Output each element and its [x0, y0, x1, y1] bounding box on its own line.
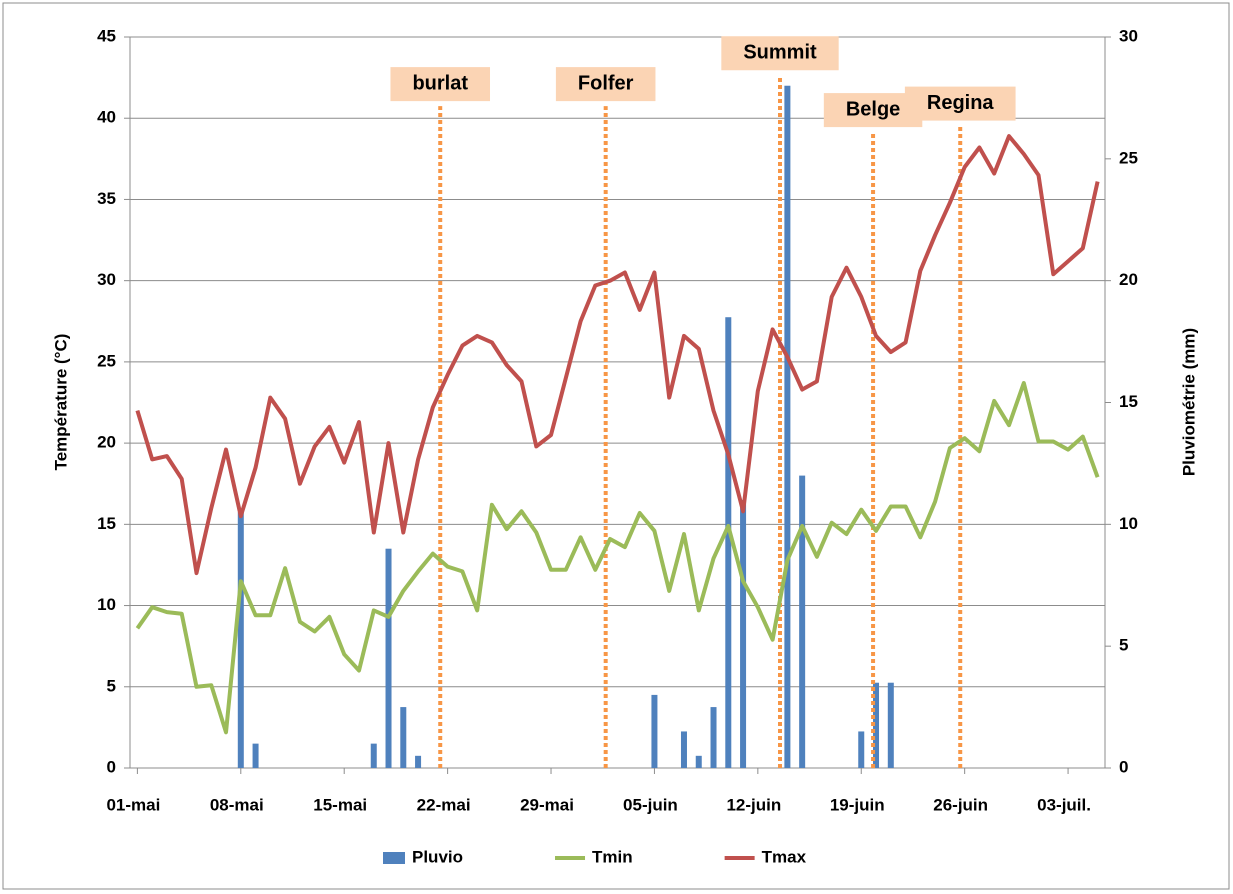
x-tick-label: 26-juin — [933, 795, 988, 814]
bar — [370, 743, 377, 768]
bar — [725, 317, 732, 768]
bar — [740, 499, 747, 768]
bar — [237, 512, 244, 768]
bar — [784, 85, 791, 768]
annotation-box — [721, 36, 839, 71]
bar — [710, 707, 717, 768]
bar — [415, 755, 422, 768]
bar — [858, 731, 865, 768]
y-tick-label: 10 — [97, 595, 116, 614]
annotation-label: Regina — [927, 92, 995, 114]
annotation-box — [904, 86, 1016, 121]
y2-tick-label: 25 — [1119, 148, 1138, 167]
annotation-box — [555, 67, 656, 102]
y-tick-label: 40 — [97, 108, 116, 127]
y2-tick-label: 5 — [1119, 636, 1128, 655]
legend-label: Tmin — [592, 847, 633, 866]
y-tick-label: 25 — [97, 351, 116, 370]
x-tick-label: 29-mai — [520, 795, 574, 814]
y-axis-title: Température (°C) — [51, 334, 70, 471]
bar — [385, 548, 392, 768]
y-tick-label: 5 — [107, 676, 116, 695]
y-tick-label: 30 — [97, 270, 116, 289]
y-tick-label: 15 — [97, 514, 116, 533]
bar — [651, 694, 658, 768]
x-tick-label: 12-juin — [726, 795, 781, 814]
bar — [695, 755, 702, 768]
x-tick-label: 15-mai — [313, 795, 367, 814]
bar — [680, 731, 687, 768]
legend-swatch — [383, 852, 405, 864]
legend-label: Pluvio — [412, 847, 463, 866]
legend-label: Tmax — [762, 847, 807, 866]
annotation-label: burlat — [412, 72, 468, 94]
bar — [799, 475, 806, 768]
line-series — [135, 381, 1100, 735]
bar — [887, 682, 894, 768]
annotation-label: Folfer — [578, 72, 634, 94]
bar — [400, 707, 407, 768]
bar — [873, 682, 880, 768]
y-tick-label: 20 — [97, 433, 116, 452]
y-tick-label: 0 — [107, 757, 116, 776]
y2-tick-label: 10 — [1119, 514, 1138, 533]
y-tick-label: 45 — [97, 26, 116, 45]
x-tick-label: 03-juil. — [1037, 795, 1091, 814]
y2-tick-label: 20 — [1119, 270, 1138, 289]
y-tick-label: 35 — [97, 189, 116, 208]
y2-tick-label: 0 — [1119, 757, 1128, 776]
y2-axis-title: Pluviométrie (mm) — [1179, 328, 1198, 476]
x-tick-label: 08-mai — [210, 795, 264, 814]
annotation-box — [390, 67, 491, 102]
x-tick-label: 19-juin — [830, 795, 885, 814]
annotation-label: Summit — [743, 42, 817, 64]
x-tick-label: 01-mai — [106, 795, 160, 814]
line-series — [135, 134, 1100, 576]
bar — [252, 743, 259, 768]
y2-tick-label: 30 — [1119, 26, 1138, 45]
y2-tick-label: 15 — [1119, 392, 1138, 411]
x-tick-label: 22-mai — [417, 795, 471, 814]
x-tick-label: 05-juin — [623, 795, 678, 814]
annotation-label: Belge — [846, 98, 900, 120]
